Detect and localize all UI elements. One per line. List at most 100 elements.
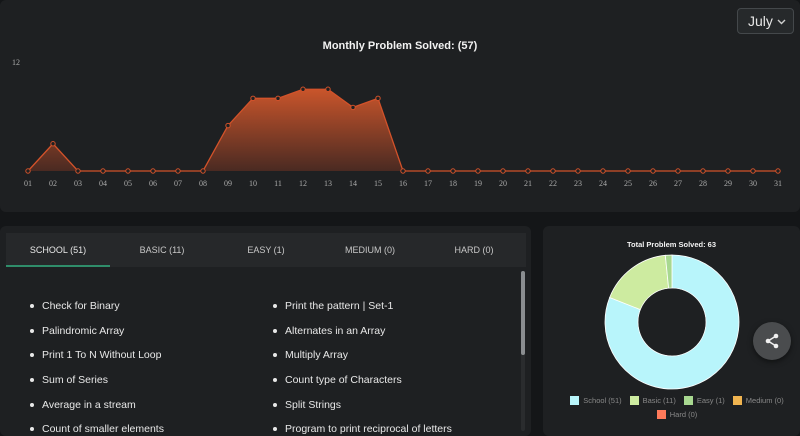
tab-easy[interactable]: EASY (1): [214, 233, 318, 267]
scrollbar-thumb[interactable]: [521, 271, 525, 355]
problem-list-scrollbar[interactable]: [521, 271, 525, 431]
donut-slice-school: [604, 254, 740, 390]
problem-link[interactable]: Count type of Characters: [285, 374, 402, 387]
chevron-down-icon: [777, 15, 786, 29]
x-tick-label: 04: [99, 179, 107, 188]
problem-item[interactable]: Program to print reciprocal of letters: [273, 417, 452, 436]
x-tick-label: 06: [149, 179, 157, 188]
x-tick-label: 27: [674, 179, 682, 188]
x-tick-label: 31: [774, 179, 782, 188]
problem-link[interactable]: Print 1 To N Without Loop: [42, 349, 162, 362]
data-point: [225, 122, 231, 129]
problems-card: SCHOOL (51) BASIC (11) EASY (1) MEDIUM (…: [0, 226, 531, 436]
problem-item[interactable]: Print the pattern | Set-1: [273, 294, 452, 319]
legend-item-basic[interactable]: Basic (11): [629, 396, 676, 405]
tab-school[interactable]: SCHOOL (51): [6, 233, 110, 267]
bullet-icon: [30, 328, 34, 333]
problem-link[interactable]: Average in a stream: [42, 398, 136, 411]
problem-link[interactable]: Check for Binary: [42, 300, 120, 313]
data-point: [400, 168, 406, 174]
bullet-icon: [273, 427, 277, 432]
problem-link[interactable]: Count of smaller elements: [42, 423, 164, 436]
share-button[interactable]: [753, 322, 791, 360]
x-tick-label: 12: [299, 179, 307, 188]
tab-hard[interactable]: HARD (0): [422, 233, 526, 267]
legend-label: Easy (1): [696, 396, 725, 405]
problem-link[interactable]: Palindromic Array: [42, 324, 125, 337]
x-tick-label: 21: [524, 179, 532, 188]
problem-item[interactable]: Alternates in an Array: [273, 319, 452, 344]
legend-label: Hard (0): [669, 410, 698, 419]
x-tick-label: 02: [49, 179, 57, 188]
problem-link[interactable]: Program to print reciprocal of letters: [285, 423, 452, 436]
monthly-chart-card: July Monthly Problem Solved: (57) 12 01 02…: [0, 0, 800, 212]
data-point: [725, 168, 731, 174]
data-point: [100, 168, 106, 174]
x-tick-label: 24: [599, 179, 607, 188]
x-tick-label: 11: [274, 179, 282, 188]
problem-item[interactable]: Palindromic Array: [30, 319, 164, 344]
tab-label: MEDIUM (0): [345, 245, 395, 255]
legend-item-school[interactable]: School (51): [570, 396, 622, 405]
y-tick-label: 12: [12, 58, 20, 67]
data-point: [575, 168, 581, 174]
month-select[interactable]: July: [737, 8, 794, 34]
legend-swatch: [656, 410, 666, 419]
x-tick-label: 22: [549, 179, 557, 188]
problem-item[interactable]: Print 1 To N Without Loop: [30, 343, 164, 368]
data-point: [25, 168, 31, 174]
problem-item[interactable]: Count type of Characters: [273, 368, 452, 393]
problem-item[interactable]: Split Strings: [273, 392, 452, 417]
x-tick-label: 13: [324, 179, 332, 188]
area-fill: [28, 89, 778, 171]
problem-item[interactable]: Count of smaller elements: [30, 417, 164, 436]
donut-legend: School (51) Basic (11) Easy (1) Medium (…: [557, 396, 797, 424]
bullet-icon: [273, 328, 277, 333]
x-tick-label: 10: [249, 179, 257, 188]
x-tick-label: 14: [349, 179, 357, 188]
x-tick-label: 23: [574, 179, 582, 188]
data-point: [425, 168, 431, 174]
monthly-area-chart: 12 01 02 03 04 05 06 07 08 09 10 11 12 13 14 15 16 17 18 19…: [12, 58, 782, 188]
problem-item[interactable]: Sum of Series: [30, 368, 164, 393]
problem-link[interactable]: Split Strings: [285, 398, 342, 411]
bullet-icon: [273, 353, 277, 358]
series-line: [27, 88, 778, 172]
problem-item[interactable]: Average in a stream: [30, 392, 164, 417]
problem-item[interactable]: Multiply Array: [273, 343, 452, 368]
data-point: [650, 168, 656, 174]
problem-link[interactable]: Sum of Series: [42, 374, 108, 387]
data-point: [50, 141, 56, 147]
tab-medium[interactable]: MEDIUM (0): [318, 233, 422, 267]
x-tick-label: 28: [699, 179, 707, 188]
data-point: [250, 95, 256, 102]
data-point: [750, 168, 756, 174]
donut-hole: [638, 288, 706, 356]
data-point: [450, 168, 456, 174]
x-tick-label: 16: [399, 179, 407, 188]
data-point: [700, 168, 706, 174]
x-tick-label: 25: [624, 179, 632, 188]
problem-link[interactable]: Multiply Array: [285, 349, 349, 362]
data-point: [525, 168, 531, 174]
tab-basic[interactable]: BASIC (11): [110, 233, 214, 267]
data-point: [475, 168, 481, 174]
x-tick-label: 26: [649, 179, 657, 188]
x-tick-label: 29: [724, 179, 732, 188]
legend-item-easy[interactable]: Easy (1): [683, 396, 725, 405]
problem-link[interactable]: Print the pattern | Set-1: [285, 300, 394, 313]
data-point: [675, 168, 681, 174]
legend-swatch: [629, 396, 639, 405]
problem-link[interactable]: Alternates in an Array: [285, 324, 386, 337]
data-point: [600, 168, 606, 174]
legend-item-medium[interactable]: Medium (0): [732, 396, 784, 405]
data-point: [175, 168, 181, 174]
total-solved-card: Total Problem Solved: 63 School (51) Bas…: [543, 226, 800, 436]
data-point: [200, 168, 206, 174]
legend-item-hard[interactable]: Hard (0): [656, 410, 698, 419]
problem-item[interactable]: Check for Binary: [30, 294, 164, 319]
legend-label: Basic (11): [642, 396, 676, 405]
data-point: [775, 168, 781, 174]
x-tick-label: 05: [124, 179, 132, 188]
data-point: [625, 168, 631, 174]
